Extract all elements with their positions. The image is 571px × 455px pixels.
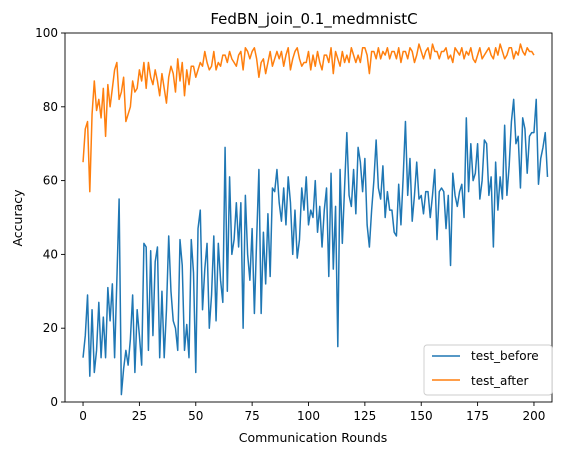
x-axis-label: Communication Rounds: [239, 430, 388, 445]
y-tick-label: 60: [43, 174, 58, 188]
legend-label-test-before: test_before: [471, 349, 539, 363]
series-layer: [82, 43, 549, 396]
plot-frame: [64, 32, 553, 403]
series-line-test-after: [82, 43, 535, 193]
x-tick-label: 0: [79, 409, 87, 423]
x-tick-label: 50: [188, 409, 203, 423]
y-axis-label: Accuracy: [10, 189, 25, 247]
legend-label-test-after: test_after: [471, 374, 529, 388]
y-tick-label: 20: [43, 321, 58, 335]
chart-title: FedBN_join_0.1_medmnistC: [210, 10, 417, 29]
ticks-layer: 0 25 50 75 100 125 150 175 200 0 20 40 60 80 100: [35, 26, 545, 423]
x-tick-label: 150: [410, 409, 433, 423]
y-tick-label: 80: [43, 100, 58, 114]
legend-box: [423, 344, 553, 396]
y-tick-label: 0: [50, 395, 58, 409]
y-tick-label: 100: [35, 26, 58, 40]
x-tick-label: 125: [353, 409, 376, 423]
legend: test_before test_after: [423, 344, 553, 396]
x-tick-label: 200: [523, 409, 546, 423]
x-tick-label: 75: [244, 409, 259, 423]
x-tick-label: 100: [297, 409, 320, 423]
x-tick-label: 175: [466, 409, 489, 423]
y-tick-label: 40: [43, 247, 58, 261]
series-line-test-before: [82, 98, 549, 396]
x-tick-label: 25: [132, 409, 147, 423]
